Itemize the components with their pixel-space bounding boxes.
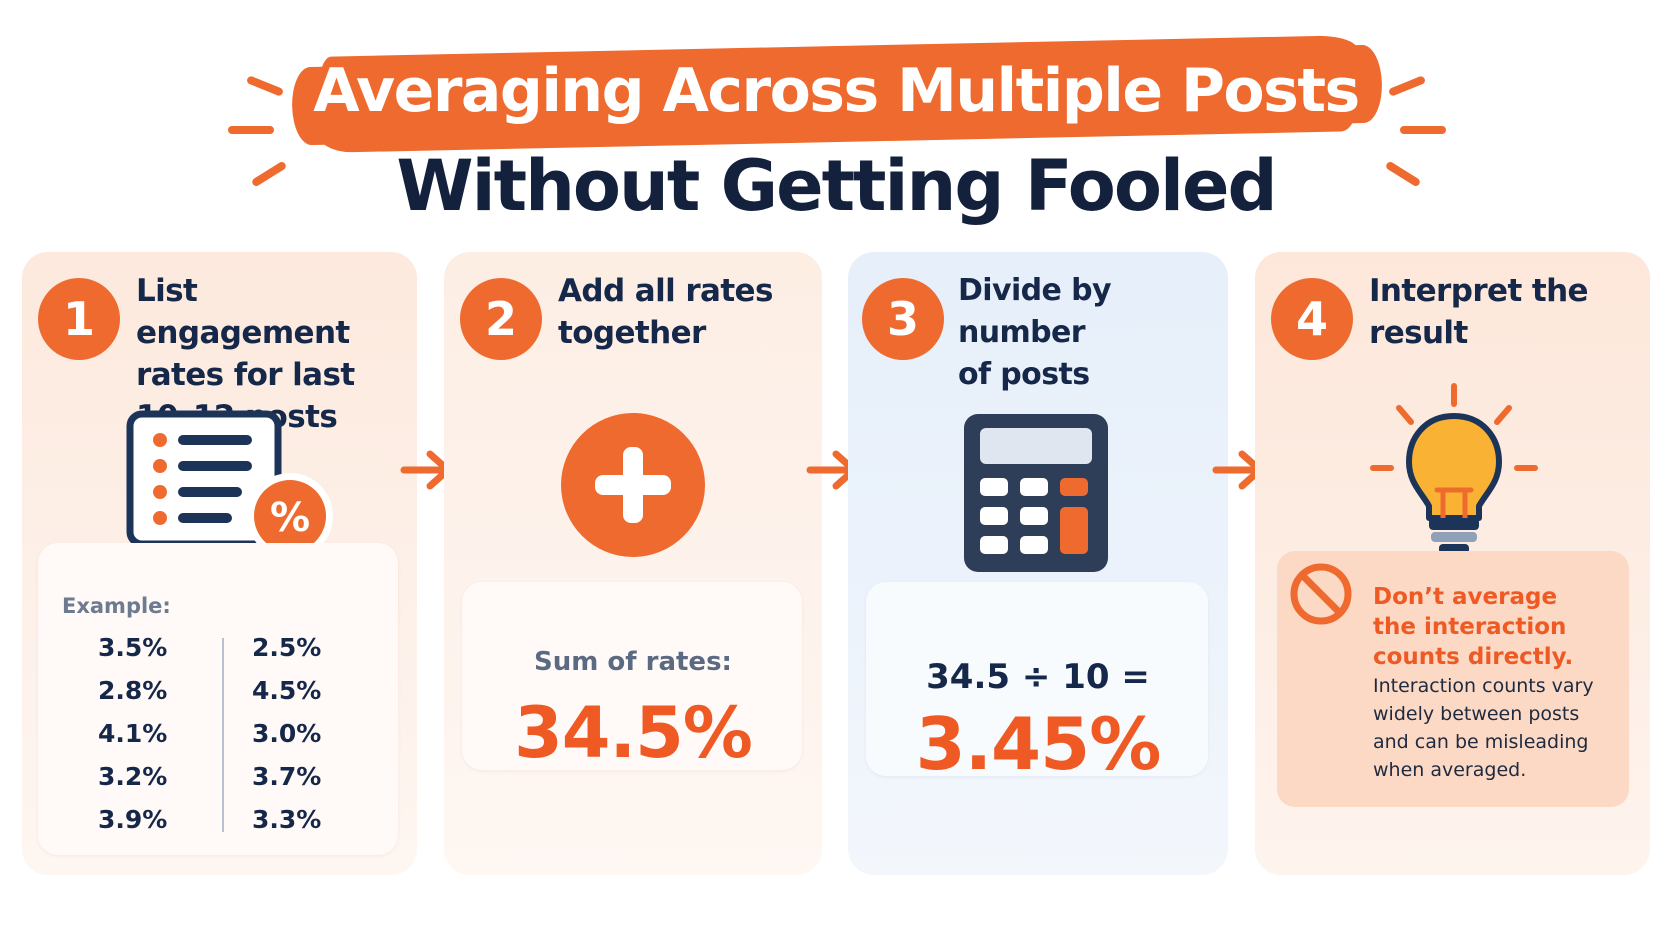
step-title: Divide by number of posts xyxy=(958,273,1112,392)
warning-title: Don’t average the interaction counts dir… xyxy=(1373,584,1574,670)
step-card-2: 2 Add all rates together Sum of rates: 3… xyxy=(444,252,822,875)
title-line-1: Averaging Across Multiple Posts xyxy=(313,56,1360,126)
example-panel xyxy=(38,543,398,855)
division-expression: 34.5 ÷ 10 = xyxy=(926,657,1150,697)
step-card-4: 4 Interpret the result Don’t average the… xyxy=(1255,252,1650,875)
example-right-column: 2.5% 4.5% 3.0% 3.7% 3.3% xyxy=(252,626,321,841)
calculator-icon xyxy=(964,414,1108,572)
example-value: 4.1% xyxy=(98,719,168,748)
title-ray-right-mid xyxy=(1400,126,1446,134)
title-ray-left-mid xyxy=(228,126,274,134)
example-value: 4.5% xyxy=(252,676,322,705)
sum-value: 34.5% xyxy=(514,692,753,774)
step-title: Add all rates together xyxy=(558,273,773,351)
prohibited-icon xyxy=(1290,563,1352,625)
example-value: 2.5% xyxy=(252,633,322,662)
plus-icon xyxy=(561,413,705,557)
lightbulb-icon xyxy=(1370,383,1538,554)
step-number-badge: 4 xyxy=(1271,278,1353,360)
example-value: 3.2% xyxy=(98,762,168,791)
example-value: 3.7% xyxy=(252,762,322,791)
example-value: 3.5% xyxy=(98,633,168,662)
list-percent-icon: % xyxy=(126,410,333,559)
step-title: Interpret the result xyxy=(1369,273,1589,351)
division-result: 3.45% xyxy=(915,702,1162,786)
step-number-badge: 1 xyxy=(38,278,120,360)
step-card-1: 1 List engagement rates for last 10–12 p… xyxy=(22,252,417,875)
example-value: 2.8% xyxy=(98,676,168,705)
sum-panel xyxy=(462,582,802,770)
example-value: 3.9% xyxy=(98,805,168,834)
example-value: 3.3% xyxy=(252,805,322,834)
example-left-column: 3.5% 2.8% 4.1% 3.2% 3.9% xyxy=(98,626,167,841)
warning-body: Interaction counts vary widely between p… xyxy=(1373,675,1594,781)
title-line-2: Without Getting Fooled xyxy=(396,145,1277,227)
warning-box xyxy=(1277,551,1629,807)
example-column-divider xyxy=(222,638,224,832)
example-value: 3.0% xyxy=(252,719,322,748)
example-label: Example: xyxy=(62,594,171,618)
sum-label: Sum of rates: xyxy=(534,647,732,677)
step-card-3: 3 Divide by number of posts 34.5 ÷ 10 = … xyxy=(848,252,1228,875)
svg-text:%: % xyxy=(270,495,310,541)
step-number-badge: 2 xyxy=(460,278,542,360)
step-number-badge: 3 xyxy=(862,278,944,360)
division-panel xyxy=(866,582,1208,776)
